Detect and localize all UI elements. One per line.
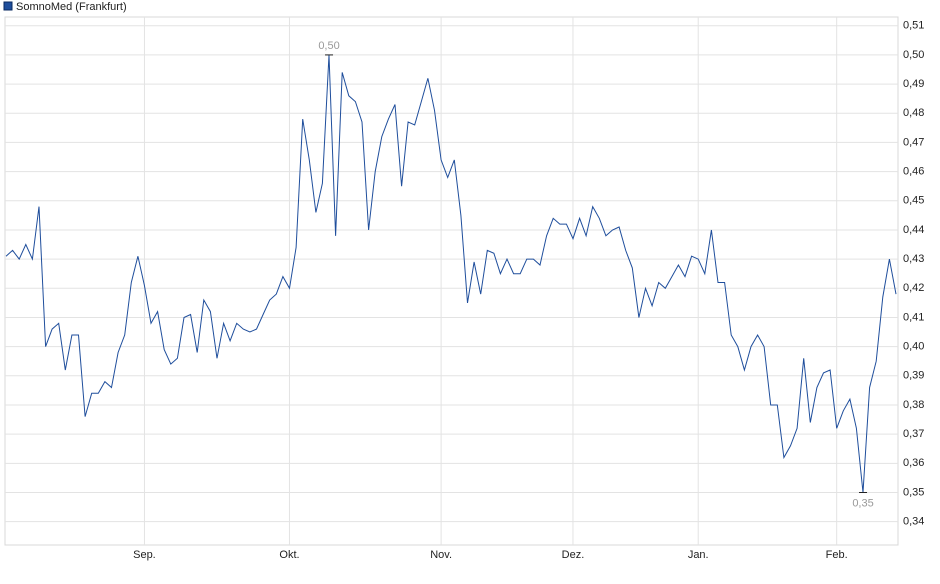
y-tick-label: 0,36	[903, 457, 924, 469]
y-tick-label: 0,35	[903, 486, 924, 498]
y-tick-label: 0,42	[903, 282, 924, 294]
x-tick-label: Sep.	[133, 549, 156, 561]
y-tick-label: 0,45	[903, 195, 924, 207]
y-tick-label: 0,34	[903, 516, 924, 528]
y-tick-label: 0,47	[903, 136, 924, 148]
y-tick-label: 0,49	[903, 78, 924, 90]
y-tick-label: 0,44	[903, 224, 924, 236]
plot-frame	[4, 16, 899, 546]
extreme-label: 0,35	[852, 497, 873, 509]
x-tick-label: Nov.	[430, 549, 452, 561]
y-tick-label: 0,48	[903, 107, 924, 119]
y-tick-label: 0,51	[903, 20, 924, 32]
y-tick-label: 0,46	[903, 166, 924, 178]
y-tick-label: 0,38	[903, 399, 924, 411]
x-tick-label: Feb.	[826, 549, 848, 561]
y-tick-label: 0,40	[903, 341, 924, 353]
y-tick-label: 0,39	[903, 370, 924, 382]
legend-swatch	[3, 1, 13, 11]
extreme-label: 0,50	[318, 40, 339, 52]
y-tick-label: 0,50	[903, 49, 924, 61]
x-tick-label: Dez.	[562, 549, 585, 561]
y-tick-label: 0,37	[903, 428, 924, 440]
x-tick-label: Okt.	[279, 549, 299, 561]
y-tick-label: 0,41	[903, 311, 924, 323]
line	[5, 54, 897, 493]
y-tick-label: 0,43	[903, 253, 924, 265]
legend-label: SomnoMed (Frankfurt)	[16, 1, 127, 13]
x-tick-label: Jan.	[688, 549, 709, 561]
